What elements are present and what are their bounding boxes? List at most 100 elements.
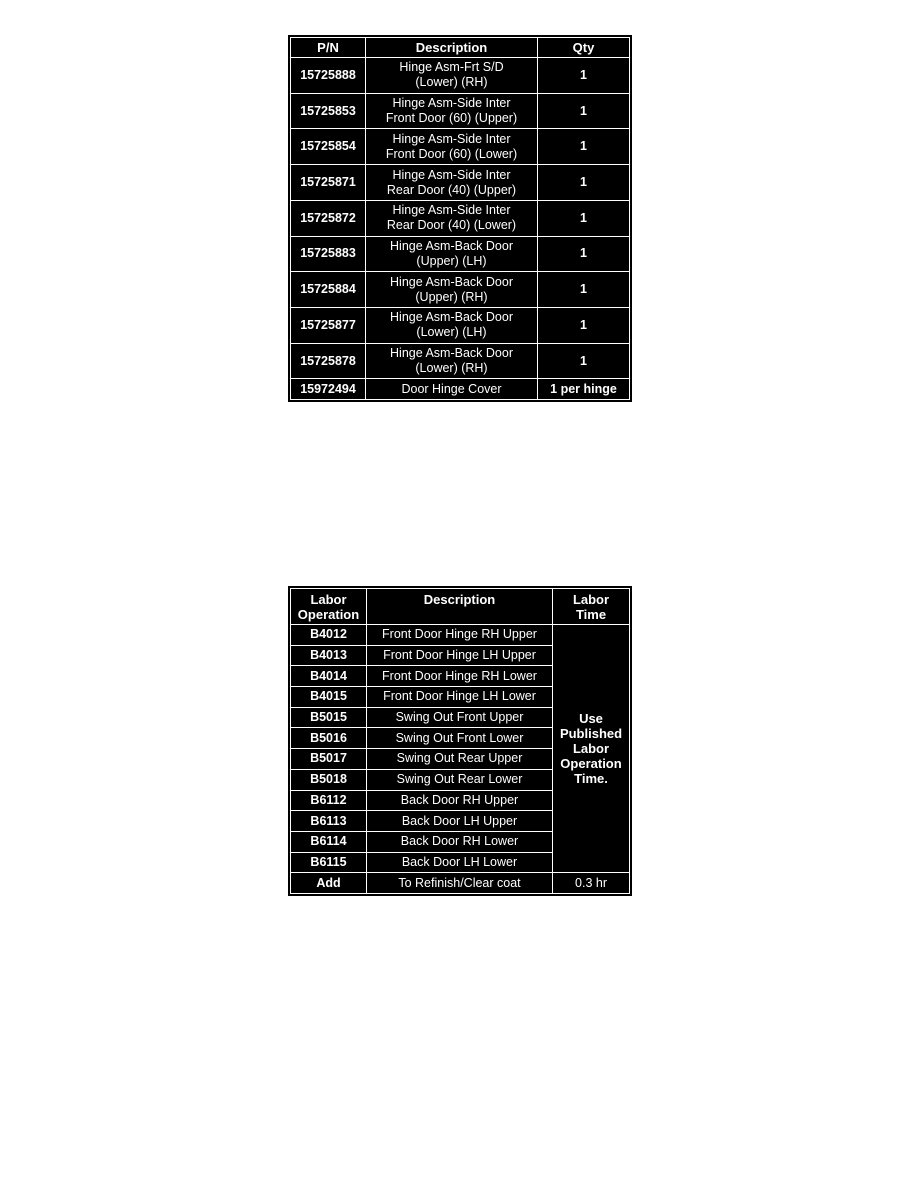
header-text: Operation <box>297 606 360 622</box>
table-row: B5016 Swing Out Front Lower <box>290 727 630 750</box>
part-qty: 1 <box>537 235 630 273</box>
labor-description: Back Door LH Upper <box>366 810 553 832</box>
part-number: 15725883 <box>290 235 366 273</box>
table-row: 15725888 Hinge Asm-Frt S/D (Lower) (RH) 1 <box>290 57 630 94</box>
labor-operation-code: B5015 <box>290 706 367 729</box>
labor-table: Labor Operation Description Labor Time B40… <box>288 586 632 896</box>
labor-operation-code: B5017 <box>290 748 367 770</box>
part-qty: 1 <box>537 199 630 237</box>
part-number: 15725888 <box>290 57 366 94</box>
description-line: (Lower) (LH) <box>416 325 487 340</box>
labor-operation-code: B5016 <box>290 727 367 750</box>
table-row: B5018 Swing Out Rear Lower <box>290 768 630 791</box>
description-line: Hinge Asm-Side Inter <box>392 131 511 146</box>
labor-operation-code: B6112 <box>290 789 367 812</box>
labor-header-row: Labor Operation Description Labor Time <box>290 588 630 625</box>
description-line: Hinge Asm-Back Door <box>390 274 513 289</box>
part-number: 15972494 <box>290 378 366 400</box>
labor-description: Swing Out Front Lower <box>366 727 553 750</box>
labor-description: Front Door Hinge LH Lower <box>366 686 553 708</box>
labor-operation-code: B4012 <box>290 624 367 646</box>
labor-description: Back Door RH Upper <box>366 789 553 812</box>
part-qty: 1 <box>537 271 630 309</box>
labor-operation-code: B4015 <box>290 686 367 708</box>
part-qty: 1 <box>537 128 630 166</box>
labor-description: Swing Out Rear Lower <box>366 768 553 791</box>
header-qty: Qty <box>537 37 630 58</box>
labor-time-line: Time. <box>574 771 608 787</box>
description-line: Hinge Asm-Back Door <box>390 346 513 361</box>
part-description: Door Hinge Cover <box>365 378 538 400</box>
labor-operation-code: B5018 <box>290 768 367 791</box>
table-row: 15725853 Hinge Asm-Side Inter Front Door (… <box>290 92 630 130</box>
labor-description: Swing Out Front Upper <box>366 706 553 729</box>
part-description: Hinge Asm-Side Inter Front Door (60) (Low… <box>365 128 538 166</box>
header-text: Labor <box>572 591 610 607</box>
part-number: 15725877 <box>290 307 366 344</box>
labor-time-line: Labor <box>572 741 610 757</box>
labor-footer-row: Add To Refinish/Clear coat 0.3 hr <box>290 872 630 894</box>
part-number: 15725878 <box>290 342 366 380</box>
header-description: Description <box>365 37 538 58</box>
part-qty: 1 <box>537 307 630 344</box>
labor-description: Front Door Hinge RH Lower <box>366 665 553 688</box>
labor-operation-code: Add <box>290 872 367 894</box>
part-number: 15725871 <box>290 164 366 201</box>
labor-operation-code: B4013 <box>290 644 367 667</box>
labor-time: 0.3 hr <box>552 872 630 894</box>
labor-description: Front Door Hinge LH Upper <box>366 644 553 667</box>
table-row: 15725871 Hinge Asm-Side Inter Rear Door (4… <box>290 164 630 201</box>
part-description: Hinge Asm-Back Door (Upper) (LH) <box>365 235 538 273</box>
labor-description: Back Door LH Lower <box>366 851 553 874</box>
labor-description: Swing Out Rear Upper <box>366 748 553 770</box>
description-line: Front Door (60) (Upper) <box>385 111 518 126</box>
table-row: 15725883 Hinge Asm-Back Door (Upper) (LH) 1 <box>290 235 630 273</box>
description-line: Hinge Asm-Back Door <box>390 310 513 325</box>
labor-description: Back Door RH Lower <box>366 830 553 853</box>
labor-operation-code: B6113 <box>290 810 367 832</box>
table-row: 15725872 Hinge Asm-Side Inter Rear Door (4… <box>290 199 630 237</box>
part-description: Hinge Asm-Back Door (Lower) (RH) <box>365 342 538 380</box>
labor-time-merged: Use Published Labor Operation Time. <box>552 623 630 874</box>
part-qty: 1 <box>537 57 630 94</box>
labor-time-line: Use <box>579 711 603 727</box>
part-number: 15725872 <box>290 199 366 237</box>
part-qty: 1 <box>537 342 630 380</box>
table-row: 15725854 Hinge Asm-Side Inter Front Door (… <box>290 128 630 166</box>
part-number: 15725853 <box>290 92 366 130</box>
table-row: 15725878 Hinge Asm-Back Door (Lower) (RH) 1 <box>290 342 630 380</box>
part-description: Hinge Asm-Back Door (Upper) (RH) <box>365 271 538 309</box>
labor-description: Front Door Hinge RH Upper <box>366 624 553 646</box>
table-row: B4015 Front Door Hinge LH Lower <box>290 686 630 708</box>
header-text: Labor <box>310 591 347 607</box>
labor-description: To Refinish/Clear coat <box>366 872 553 894</box>
description-line: Hinge Asm-Frt S/D <box>399 60 504 75</box>
table-row: 15725884 Hinge Asm-Back Door (Upper) (RH) 1 <box>290 271 630 309</box>
description-line: Front Door (60) (Lower) <box>385 146 518 161</box>
description-line: (Lower) (RH) <box>415 75 488 90</box>
parts-table: P/N Description Qty 15725888 Hinge Asm-Fr… <box>288 35 632 402</box>
header-pn: P/N <box>290 37 366 58</box>
parts-header-row: P/N Description Qty <box>290 37 630 58</box>
part-qty: 1 per hinge <box>537 378 630 400</box>
labor-time-line: Published <box>559 726 623 742</box>
part-qty: 1 <box>537 92 630 130</box>
header-description: Description <box>366 588 553 625</box>
description-line: (Lower) (RH) <box>415 361 488 376</box>
description-line: Rear Door (40) (Upper) <box>386 182 517 197</box>
part-description: Hinge Asm-Side Inter Rear Door (40) (Lowe… <box>365 199 538 237</box>
description-line: Hinge Asm-Side Inter <box>392 167 511 182</box>
table-row: B6115 Back Door LH Lower <box>290 851 630 874</box>
part-description: Hinge Asm-Frt S/D (Lower) (RH) <box>365 57 538 94</box>
part-number: 15725884 <box>290 271 366 309</box>
description-line: (Upper) (RH) <box>415 289 488 304</box>
part-description: Hinge Asm-Side Inter Rear Door (40) (Uppe… <box>365 164 538 201</box>
header-text: Time <box>575 606 607 622</box>
description-line: Rear Door (40) (Lower) <box>386 218 517 233</box>
header-labor-operation: Labor Operation <box>290 588 367 625</box>
description-line: (Upper) (LH) <box>416 253 487 268</box>
table-row: 15972494 Door Hinge Cover 1 per hinge <box>290 378 630 400</box>
part-qty: 1 <box>537 164 630 201</box>
header-labor-time: Labor Time <box>552 588 630 625</box>
description-line: Hinge Asm-Back Door <box>390 238 513 253</box>
